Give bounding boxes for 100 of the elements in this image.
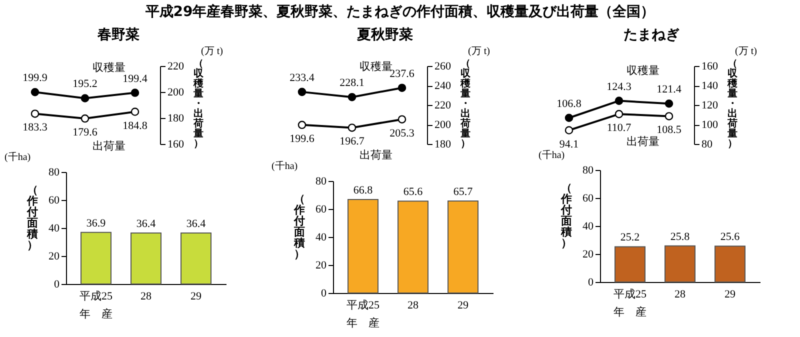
text: (千ha) [271, 160, 298, 172]
y-tick-label: 200 [168, 86, 185, 98]
data-label: 110.7 [606, 122, 632, 134]
y-tick-label: 80 [48, 166, 60, 178]
point [614, 96, 623, 105]
x-tick-label: 平成25 年 産 [346, 298, 380, 330]
y-tick-label: 40 [48, 222, 60, 234]
data-label: 25.2 [620, 232, 640, 244]
text: （収穫量・出荷量） [727, 58, 738, 150]
y-tick-label: 40 [315, 232, 327, 244]
y-tick-label: 180 [168, 112, 185, 124]
data-label: 199.4 [122, 72, 148, 85]
text: （収穫量・出荷量） [460, 58, 470, 150]
y-axis-title: （作付面積） [292, 194, 305, 260]
data-label: 36.9 [86, 217, 106, 230]
y-tick-label: 20 [315, 260, 327, 272]
y-tick-label: 60 [315, 204, 327, 216]
y-tick-label: 260 [434, 60, 452, 72]
y-tick-label: 200 [434, 119, 452, 131]
y-tick-label: 220 [434, 100, 452, 112]
point [398, 84, 406, 92]
data-label: 237.6 [390, 68, 415, 80]
data-label: 106.8 [556, 98, 582, 110]
data-label: 184.8 [122, 120, 148, 132]
y-tick-label: 140 [701, 80, 718, 92]
point [564, 126, 573, 134]
series-label: 出荷量 [92, 140, 126, 153]
text: (千ha) [4, 151, 31, 163]
x-tick-label: 29 [190, 290, 202, 302]
data-label: 121.4 [656, 84, 682, 96]
chart-title: たまねぎ [622, 26, 681, 45]
data-label: 25.6 [720, 231, 740, 244]
y-tick-label: 160 [168, 138, 185, 150]
data-label: 65.7 [453, 186, 474, 198]
y-tick-label: 120 [701, 100, 718, 112]
point [398, 115, 406, 124]
data-label: 233.4 [290, 72, 315, 84]
data-label: 65.6 [403, 186, 424, 198]
y-tick-label: 240 [434, 80, 452, 92]
y-tick-label: 0 [320, 288, 327, 300]
data-label: 199.9 [22, 72, 48, 84]
data-label: 36.4 [186, 218, 206, 230]
data-label: 196.7 [340, 136, 365, 148]
y-axis-title: （作付面積） [26, 184, 38, 252]
data-label: 199.6 [290, 132, 315, 145]
data-label: 124.3 [606, 80, 632, 93]
y-tick-label: 80 [701, 138, 713, 150]
text: (千ha) [538, 149, 564, 161]
series-label: 収穫量 [92, 61, 126, 74]
point [298, 120, 306, 130]
x-tick-label: 29 [457, 300, 469, 312]
x-tick-label: 平成25 年 産 [613, 288, 647, 318]
y-tick-label: 0 [588, 276, 594, 288]
y-tick-label: 60 [48, 194, 60, 206]
y-tick-label: 160 [701, 60, 718, 72]
x-tick-label: 28 [140, 290, 152, 302]
data-label: 205.3 [390, 127, 415, 140]
data-label: 25.8 [670, 230, 690, 243]
data-label: 94.1 [559, 138, 578, 150]
y-tick-label: 0 [54, 278, 60, 290]
chart-title: 春野菜 [96, 26, 140, 45]
data-label: 36.4 [136, 218, 156, 230]
y-tick-label: 220 [168, 60, 185, 72]
point [614, 110, 623, 118]
y-tick-label: 40 [582, 220, 594, 232]
point [564, 114, 573, 122]
data-label: 228.1 [340, 77, 364, 90]
series-label: 出荷量 [359, 148, 392, 162]
point [31, 88, 40, 96]
x-tick-label: 29 [724, 288, 736, 300]
point [131, 88, 140, 97]
y-axis-title: （作付面積） [560, 182, 572, 250]
y-tick-label: 80 [582, 164, 594, 176]
point [298, 88, 306, 96]
y-tick-label: 60 [582, 192, 594, 204]
y-tick-label: 180 [434, 138, 452, 150]
text: (万 t) [468, 46, 490, 57]
data-label: 108.5 [656, 124, 682, 136]
series-label: 収穫量 [626, 64, 660, 77]
x-tick-label: 平成25 年 産 [80, 290, 114, 320]
point [81, 94, 90, 102]
data-label: 66.8 [353, 184, 374, 196]
y-tick-label: 20 [582, 248, 594, 260]
series-label: 出荷量 [626, 135, 660, 148]
text: （収穫量・出荷量） [194, 58, 204, 150]
text: (万 t) [201, 46, 224, 57]
text: 平成29年産春野菜、夏秋野菜、たまねぎの作付面積、収穫量及び出荷量（全国） [144, 2, 656, 22]
point [131, 108, 140, 116]
point [31, 110, 40, 118]
y-tick-label: 80 [315, 176, 327, 188]
x-tick-label: 28 [674, 288, 686, 300]
series-label: 収穫量 [359, 60, 392, 74]
point [664, 112, 673, 120]
point [664, 100, 673, 108]
text: (万 t) [734, 46, 757, 57]
data-label: 179.6 [72, 126, 98, 139]
data-label: 195.2 [72, 78, 98, 90]
chart-title: 夏秋野菜 [356, 26, 414, 45]
point [348, 92, 356, 102]
y-tick-label: 20 [48, 250, 60, 262]
